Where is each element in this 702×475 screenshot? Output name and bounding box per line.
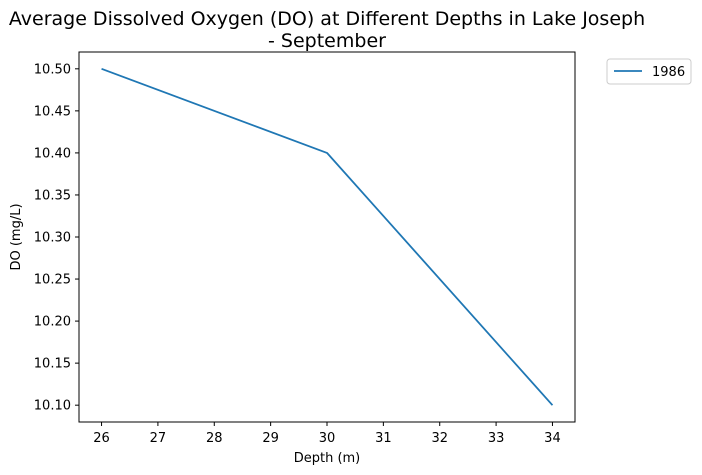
y-tick-label: 10.45 — [34, 104, 71, 119]
x-tick-label: 26 — [93, 431, 110, 446]
y-tick-label: 10.35 — [34, 188, 71, 203]
x-tick-label: 29 — [262, 431, 279, 446]
x-tick-label: 32 — [431, 431, 448, 446]
x-tick-label: 27 — [150, 431, 167, 446]
series-layer — [101, 67, 554, 406]
y-axis-ticks: 10.10 10.15 10.20 10.25 10.30 10.35 10.40 10.45… — [34, 62, 79, 414]
x-tick-label: 30 — [319, 431, 336, 446]
y-tick-label: 10.15 — [34, 357, 71, 372]
x-tick-label: 33 — [488, 431, 505, 446]
x-tick-label: 34 — [544, 431, 561, 446]
y-tick-label: 10.10 — [34, 399, 71, 414]
y-tick-label: 10.25 — [34, 273, 71, 288]
y-tick-label: 10.50 — [34, 62, 71, 77]
x-axis-label: Depth (m) — [294, 451, 361, 466]
legend-box — [606, 58, 692, 85]
x-tick-label: 28 — [206, 431, 223, 446]
legend: 1986 — [606, 58, 692, 85]
legend-label-1986: 1986 — [652, 65, 685, 80]
y-axis-label: DO (mg/L) — [9, 203, 24, 270]
x-axis-ticks: 26 27 28 29 30 31 32 33 34 — [93, 422, 561, 446]
chart-title-line-1: Average Dissolved Oxygen (DO) at Differe… — [9, 8, 645, 30]
y-tick-label: 10.30 — [34, 231, 71, 246]
chart-title-line-2: - September — [268, 30, 386, 52]
plot-area-frame — [78, 51, 576, 423]
y-tick-label: 10.20 — [34, 315, 71, 330]
x-tick-label: 31 — [375, 431, 392, 446]
series-line-1986 — [101, 67, 554, 406]
y-tick-label: 10.40 — [34, 146, 71, 161]
